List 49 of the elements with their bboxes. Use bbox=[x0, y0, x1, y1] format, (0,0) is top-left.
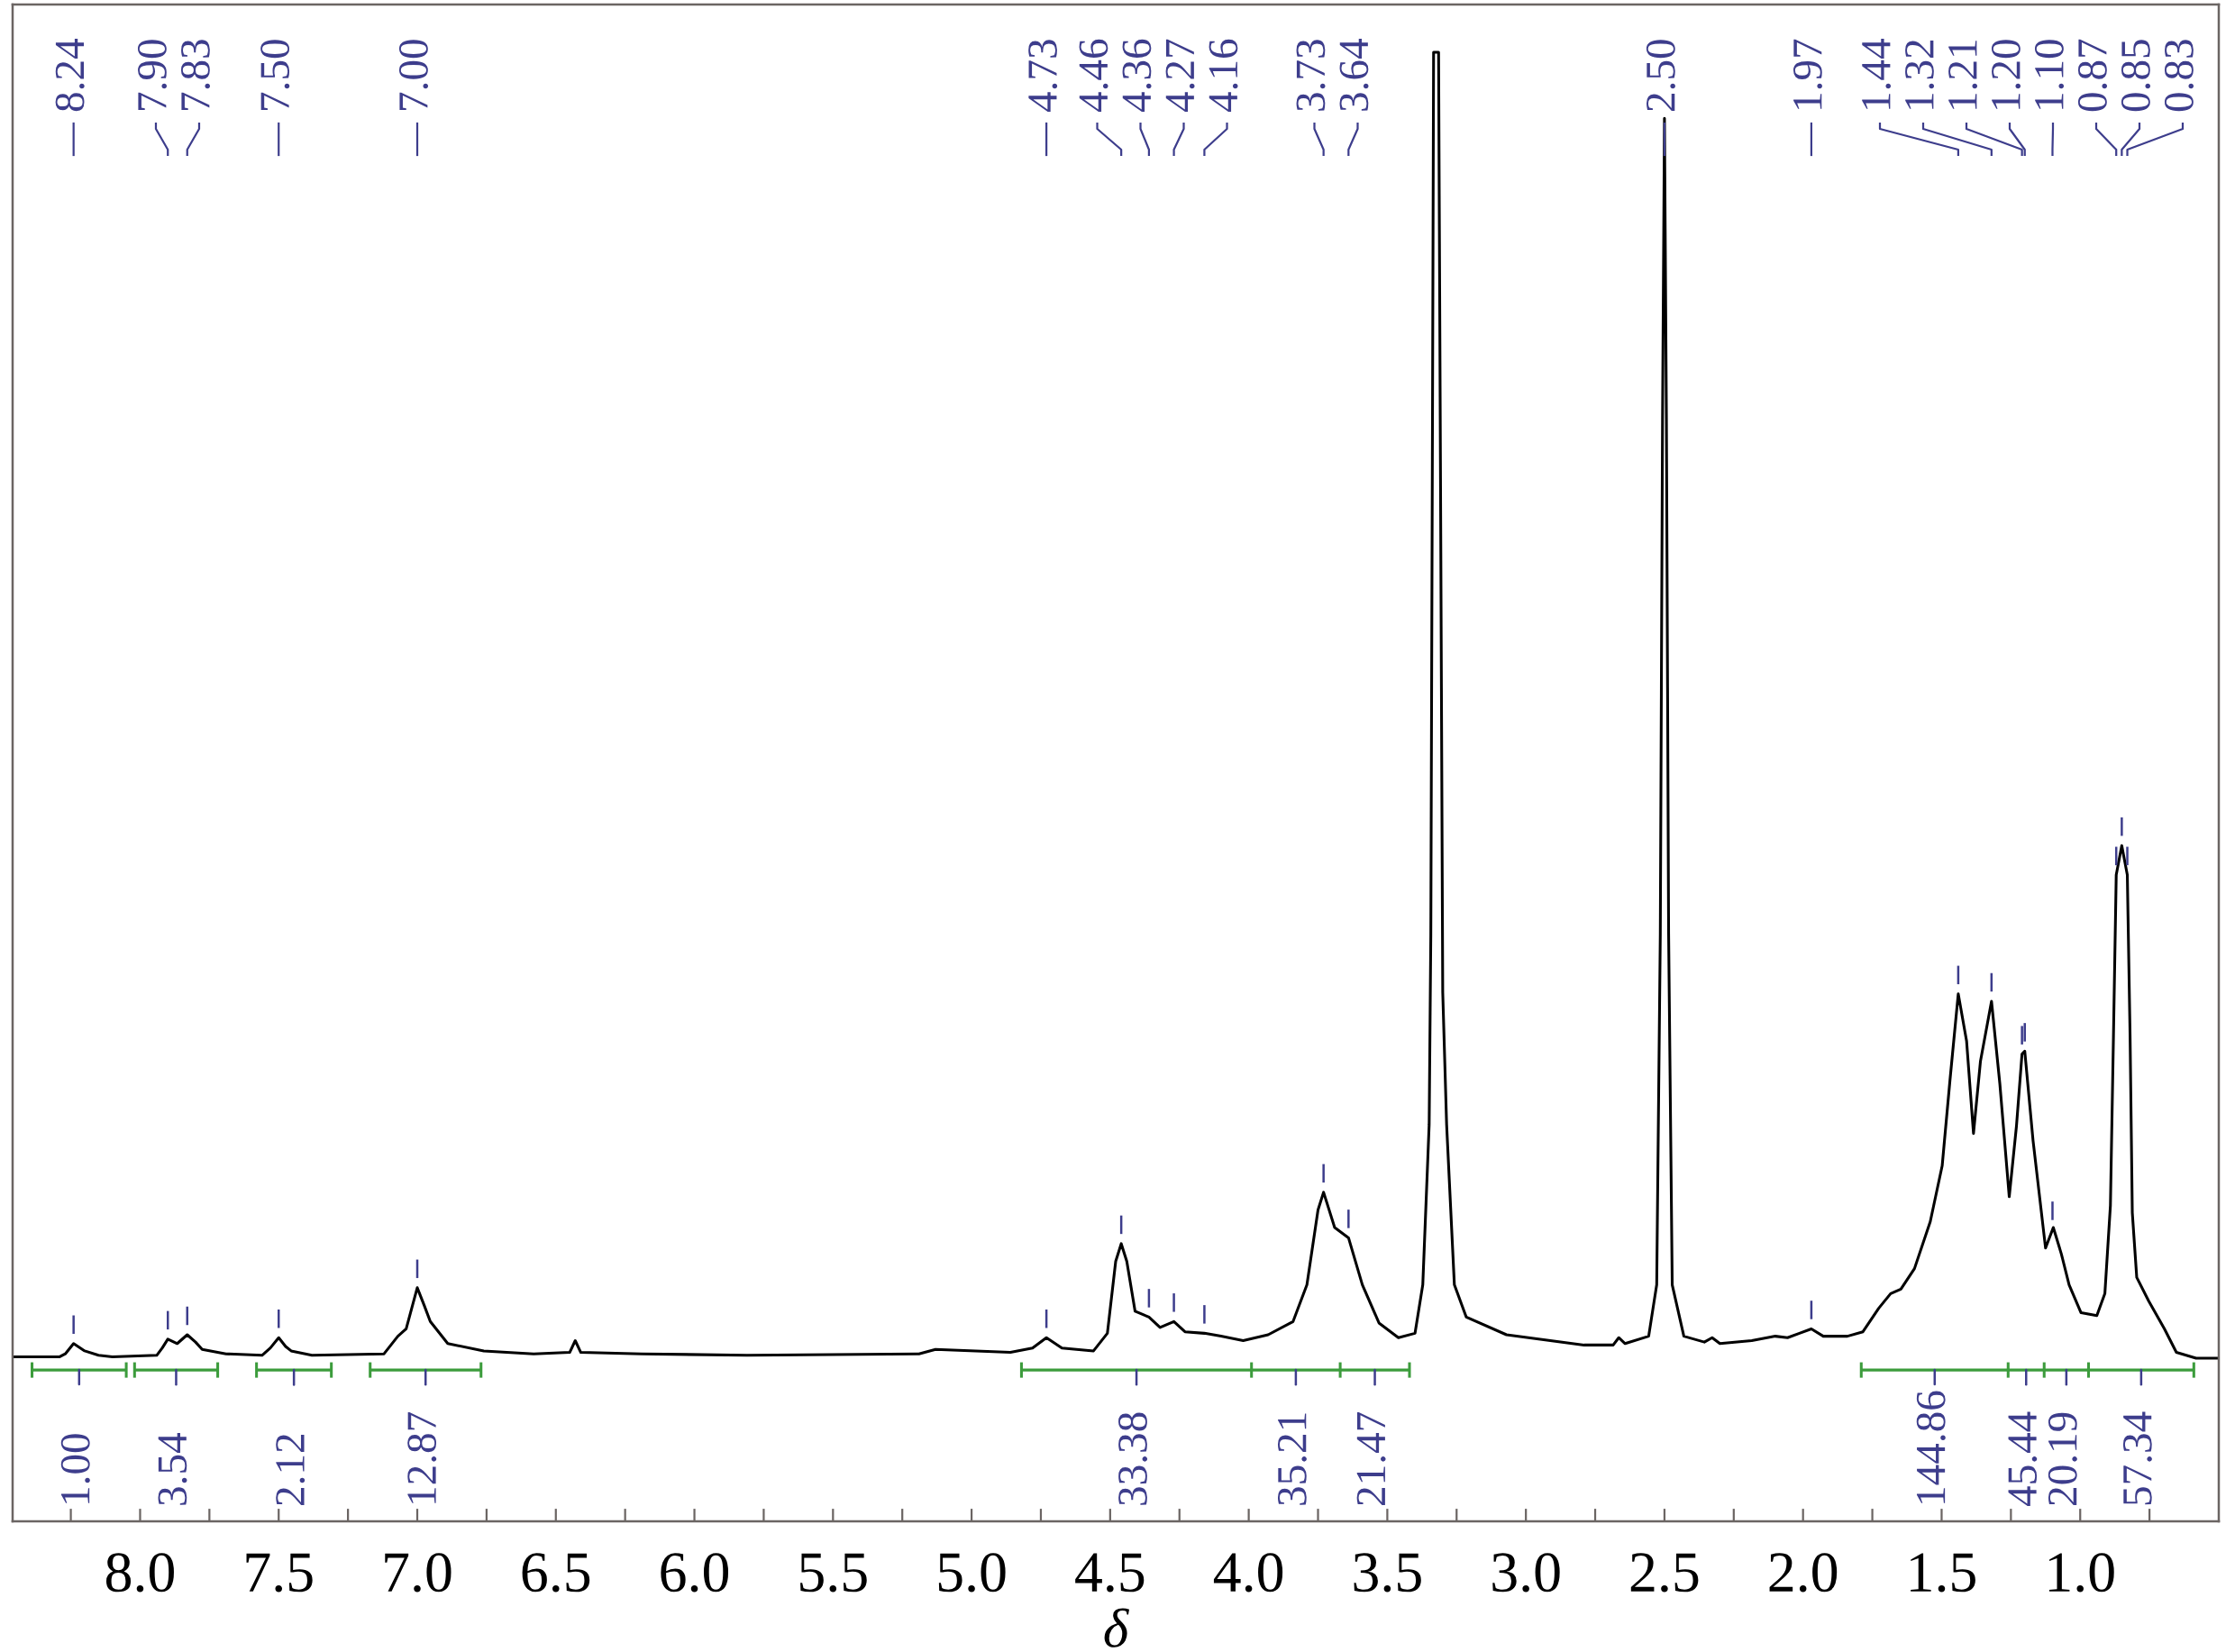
x-tick-label: 1.0 bbox=[2048, 1553, 2114, 1593]
annotation: 57.34 bbox=[2122, 1411, 2152, 1505]
annotation: 20.19 bbox=[2048, 1412, 2077, 1505]
annotation: 3.54 bbox=[158, 1433, 187, 1505]
annotation: 1.21 bbox=[1948, 41, 1978, 109]
annotation: 1.97 bbox=[1793, 39, 1822, 109]
x-tick-label: 7.5 bbox=[246, 1553, 313, 1593]
annotation: 4.27 bbox=[1165, 39, 1195, 113]
annotation: 35.21 bbox=[1277, 1413, 1307, 1505]
annotation: 4.16 bbox=[1209, 39, 1238, 113]
annotation: 1.20 bbox=[1991, 40, 2021, 109]
annotation: 33.38 bbox=[1118, 1412, 1148, 1505]
annotation: 2.12 bbox=[276, 1434, 306, 1505]
x-tick-label: 7.0 bbox=[385, 1553, 452, 1593]
annotation: 2.50 bbox=[1646, 40, 1675, 111]
x-tick-label: 8.0 bbox=[105, 1553, 174, 1593]
x-tick-label: 5.0 bbox=[938, 1553, 1006, 1593]
x-tick-label: 6.5 bbox=[522, 1553, 590, 1593]
x-tick-label: 4.5 bbox=[1075, 1553, 1145, 1593]
annotation: 4.36 bbox=[1122, 39, 1152, 113]
annotation: 21.47 bbox=[1356, 1412, 1386, 1505]
annotation: 4.46 bbox=[1079, 39, 1108, 113]
x-tick-label: 6.0 bbox=[661, 1553, 729, 1593]
annotation: 4.73 bbox=[1028, 40, 1058, 113]
annotation: 45.44 bbox=[2008, 1411, 2038, 1507]
x-tick-label: 4.0 bbox=[1213, 1553, 1283, 1593]
annotation: 0.83 bbox=[2164, 40, 2194, 112]
x-axis-title: δ bbox=[1104, 1608, 1130, 1647]
annotation: 8.24 bbox=[55, 39, 85, 112]
annotation: 7.00 bbox=[398, 40, 429, 110]
x-tick-label: 2.0 bbox=[1769, 1553, 1838, 1593]
annotation: 1.10 bbox=[2034, 40, 2065, 109]
x-tick-label: 3.5 bbox=[1354, 1553, 1421, 1593]
annotation: 0.87 bbox=[2077, 39, 2108, 112]
annotation: 0.85 bbox=[2121, 40, 2151, 112]
annotation: 1.00 bbox=[60, 1434, 90, 1503]
annotation: 7.50 bbox=[260, 40, 290, 110]
annotation: 1.32 bbox=[1905, 40, 1935, 109]
annotation: 144.86 bbox=[1916, 1391, 1946, 1503]
annotation: 1.44 bbox=[1862, 39, 1892, 109]
x-tick-label: 1.5 bbox=[1911, 1553, 1975, 1593]
annotation: 7.90 bbox=[137, 40, 168, 110]
x-tick-label: 5.5 bbox=[800, 1553, 867, 1593]
annotation: 3.73 bbox=[1296, 40, 1326, 111]
annotation: 7.83 bbox=[180, 40, 211, 110]
annotation: 3.64 bbox=[1339, 39, 1369, 111]
x-tick-label: 3.0 bbox=[1492, 1553, 1560, 1593]
annotation: 12.87 bbox=[407, 1412, 437, 1503]
x-tick-label: 2.5 bbox=[1630, 1553, 1699, 1593]
